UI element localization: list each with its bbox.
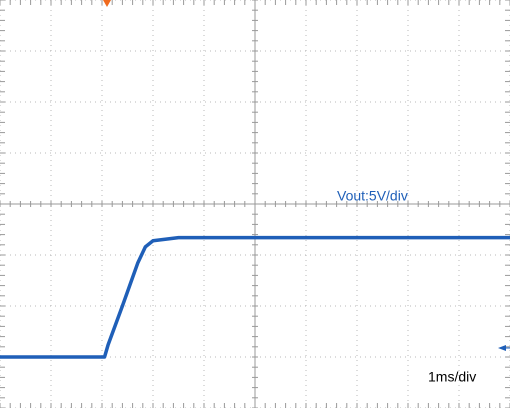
channel-label: Vout:5V/div	[337, 188, 408, 204]
trigger-marker	[103, 0, 111, 7]
trace	[0, 235, 510, 359]
timebase-label: 1ms/div	[428, 369, 476, 385]
